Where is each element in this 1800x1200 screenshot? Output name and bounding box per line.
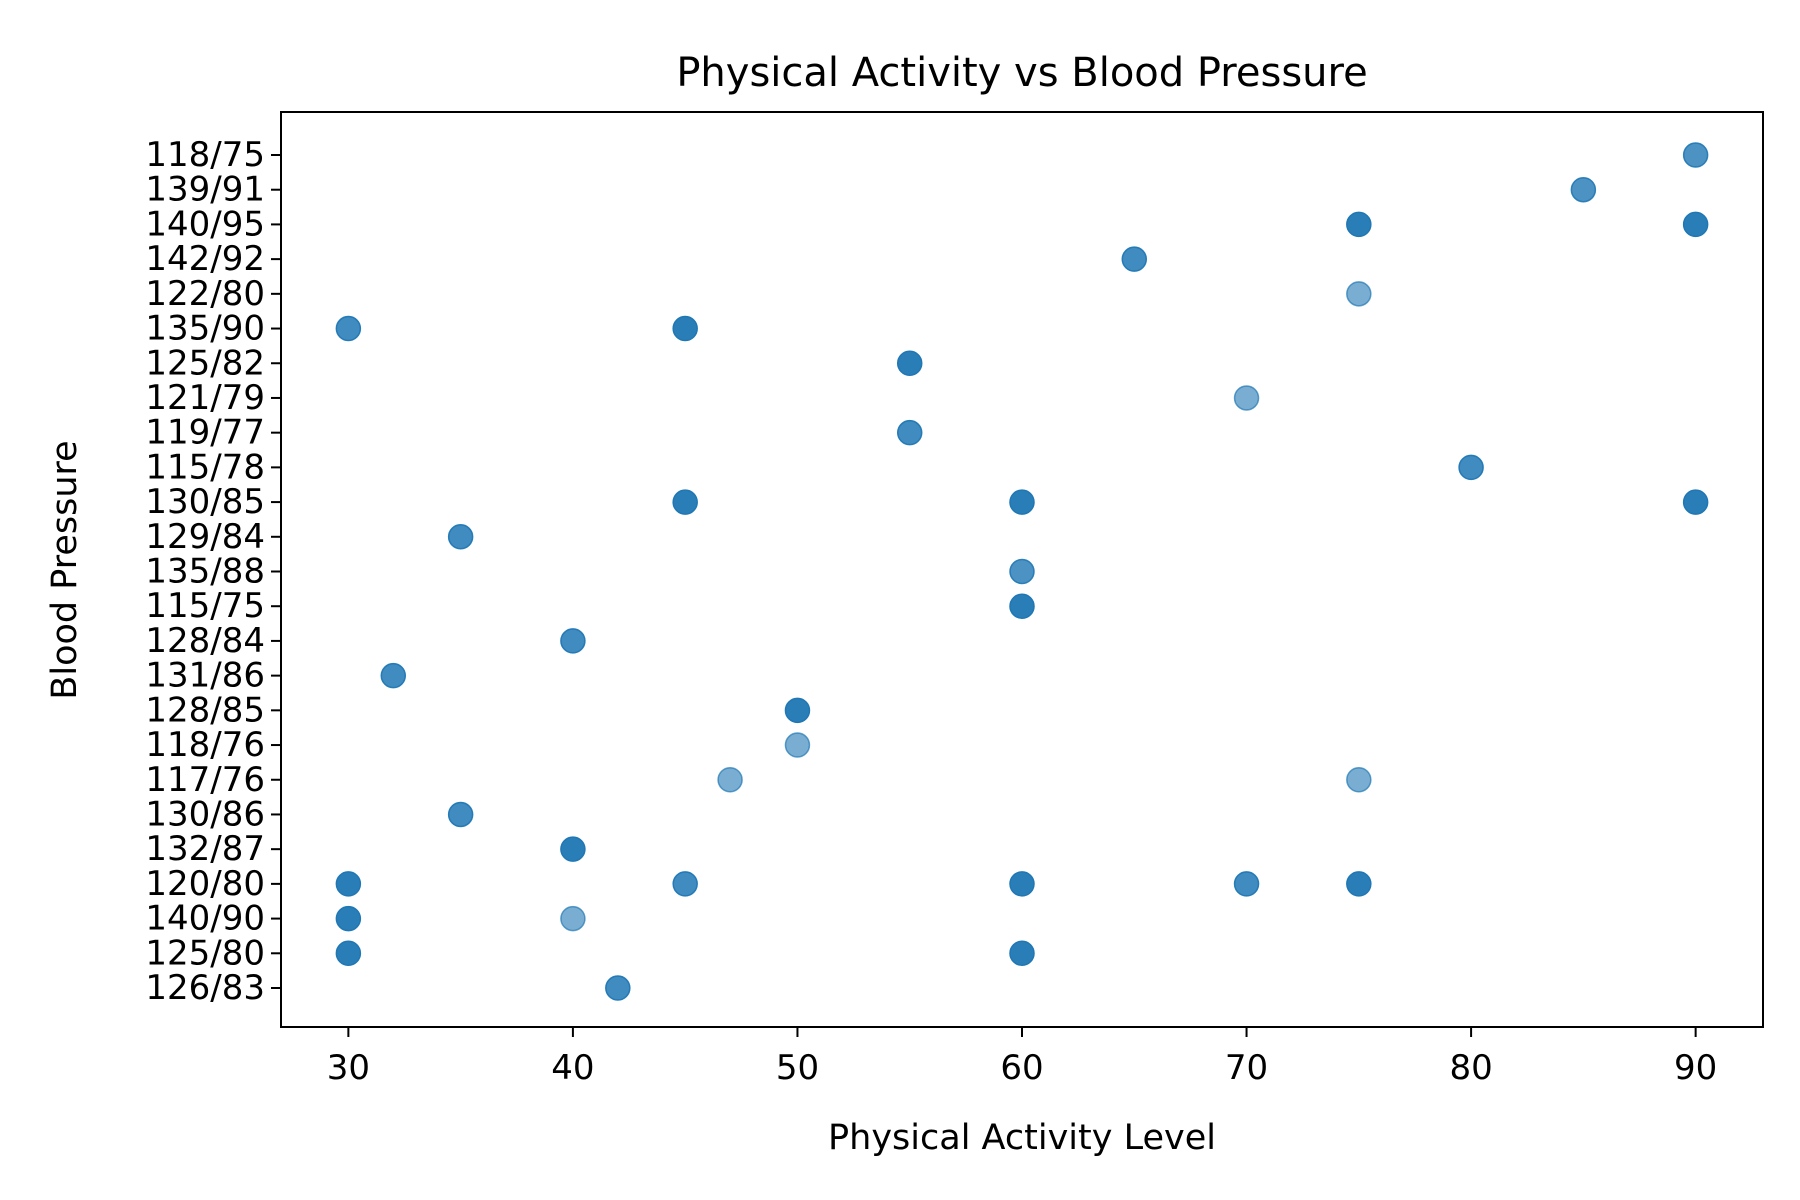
data-point [1233,871,1260,897]
chart-title: Physical Activity vs Blood Pressure [676,50,1367,96]
y-tick-label: 125/80 [145,933,265,973]
y-tick-label: 130/86 [145,794,265,834]
data-point [1682,142,1709,168]
y-tick-label: 115/75 [145,586,265,626]
data-point [335,871,362,897]
x-tick-label: 90 [1674,1048,1717,1088]
data-point [1682,489,1709,515]
x-tick-label: 50 [776,1048,819,1088]
data-point [672,871,698,897]
y-tick-label: 120/80 [145,864,265,904]
data-point [1346,767,1372,793]
y-tick-label: 140/95 [145,204,265,244]
y-tick-label: 115/78 [145,447,265,487]
x-tick-label: 70 [1225,1048,1268,1088]
y-tick-label: 125/82 [145,343,265,383]
y-tick-label: 122/80 [145,274,265,314]
data-point [447,801,474,828]
y-tick-label: 131/86 [145,656,265,696]
data-point [560,905,586,932]
data-point [560,836,586,862]
y-tick-label: 139/91 [145,170,265,210]
plot-area [335,142,1709,1001]
x-tick-label: 30 [327,1048,370,1088]
data-point [1009,558,1035,585]
data-point [672,489,698,515]
y-tick-label: 132/87 [145,829,265,869]
y-tick-label: 119/77 [145,413,265,453]
data-point [605,975,631,1001]
data-point [1009,489,1035,515]
data-point [784,732,811,758]
data-point [1346,211,1372,238]
y-tick-label: 128/84 [145,621,265,661]
x-tick-label: 60 [1000,1048,1043,1088]
data-point [335,940,362,967]
y-tick-label: 140/90 [145,899,265,939]
y-tick-label: 130/85 [145,482,265,522]
y-tick-label: 118/76 [145,725,265,765]
x-axis-label: Physical Activity Level [828,1118,1216,1158]
data-point [380,662,407,689]
data-point [896,419,923,446]
y-tick-label: 128/85 [145,690,265,730]
y-tick-label: 129/84 [145,517,265,557]
data-point [1009,940,1035,967]
y-tick-label: 117/76 [145,760,265,800]
data-point [717,767,743,793]
data-point [784,697,811,724]
data-point [1346,281,1372,307]
data-point [1346,871,1372,897]
data-point [1121,246,1148,272]
data-point [1009,871,1035,897]
data-point [335,315,362,342]
y-tick-label: 118/75 [145,135,265,175]
data-point [1570,176,1597,203]
data-point [896,350,923,376]
data-point [1009,593,1035,619]
y-tick-label: 121/79 [145,378,265,418]
y-tick-label: 135/90 [145,309,265,349]
y-tick-label: 126/83 [145,968,265,1008]
data-point [672,315,698,342]
data-point [1233,385,1260,411]
y-axis-label: Blood Pressure [45,440,85,699]
data-point [1682,211,1709,238]
y-tick-label: 142/92 [145,239,265,279]
data-point [335,905,362,932]
x-tick-label: 80 [1449,1048,1492,1088]
data-point [560,628,586,654]
y-tick-label: 135/88 [145,552,265,592]
data-point [447,524,474,550]
data-point [1458,454,1484,481]
x-tick-label: 40 [551,1048,594,1088]
